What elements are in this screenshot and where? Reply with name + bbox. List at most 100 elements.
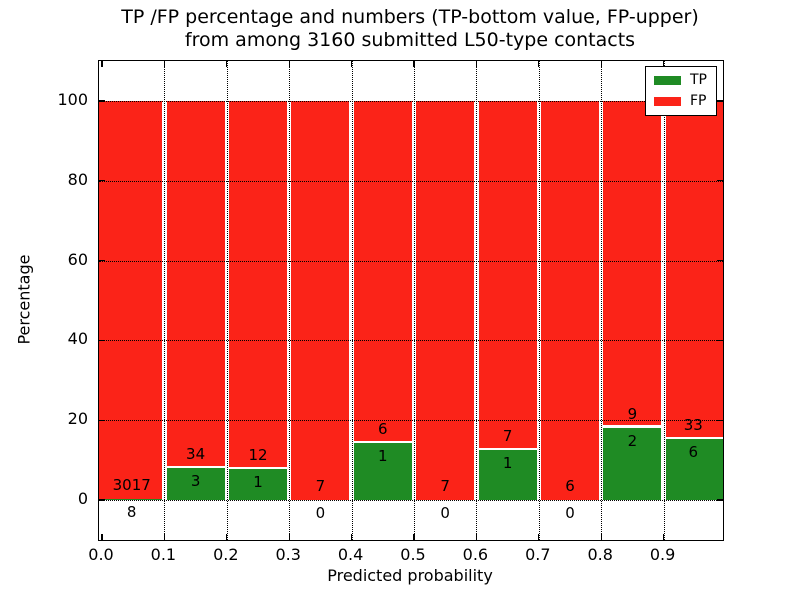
fp-count-label: 34 [186, 444, 206, 463]
tp-bar-segment [603, 427, 662, 501]
tp-count-label: 8 [126, 503, 137, 522]
y-tick-mark [717, 259, 723, 262]
fp-bar-segment [166, 100, 225, 468]
x-tick-label: 0.9 [649, 545, 676, 564]
x-tick-mark [413, 534, 415, 540]
x-gridline [289, 61, 291, 540]
tp-bar-segment [665, 438, 723, 501]
y-tick-mark [717, 339, 723, 342]
x-tick-label: 0.5 [400, 545, 426, 564]
y-axis-label: Percentage [14, 254, 34, 345]
chart-title: TP /FP percentage and numbers (TP-bottom… [98, 6, 722, 52]
y-tick-mark [717, 180, 723, 182]
x-tick-mark [163, 61, 166, 67]
x-tick-mark [475, 534, 478, 540]
legend-entry-tp: TP [654, 73, 707, 87]
fp-count-label: 7 [440, 477, 450, 496]
x-tick-label: 0.6 [462, 545, 489, 564]
x-tick-mark [288, 534, 290, 540]
x-tick-mark [662, 534, 665, 540]
tp-bar-segment [99, 499, 163, 501]
x-gridline [414, 61, 415, 540]
y-gridline [99, 260, 723, 262]
y-gridline [99, 420, 723, 422]
x-tick-mark [662, 61, 665, 67]
x-tick-label: 0.0 [88, 545, 114, 564]
fp-legend-swatch [654, 96, 681, 106]
fp-bar-segment [603, 100, 662, 428]
x-tick-mark [600, 534, 602, 540]
tp-bar-segment [478, 450, 537, 501]
tp-count-label: 0 [315, 504, 326, 523]
x-tick-mark [101, 534, 103, 540]
tp-bar-segment [166, 467, 225, 501]
x-tick-mark [475, 61, 478, 67]
y-gridline [99, 180, 723, 182]
x-tick-mark [226, 534, 228, 540]
fp-bar-segment [99, 100, 163, 500]
y-tick-label: 20 [67, 409, 88, 429]
x-gridline [226, 61, 228, 540]
y-tick-mark [99, 180, 105, 182]
y-tick-mark [717, 499, 723, 501]
tp-count-label: 1 [253, 473, 263, 492]
tp-legend-swatch [654, 75, 681, 85]
chart-title-line-2: from among 3160 submitted L50-type conta… [184, 29, 636, 51]
fp-legend-label: FP [690, 93, 707, 109]
fp-bar-segment [541, 100, 599, 501]
x-tick-label: 0.7 [525, 545, 551, 564]
x-gridline [538, 61, 540, 540]
x-tick-mark [538, 534, 540, 540]
fp-count-label: 33 [683, 415, 703, 434]
tp-count-label: 0 [565, 504, 575, 523]
x-gridline [601, 61, 603, 540]
y-tick-mark [99, 100, 105, 102]
tp-count-label: 1 [378, 447, 388, 466]
x-gridline [663, 61, 665, 540]
fp-count-label: 12 [248, 446, 268, 465]
x-axis-label: Predicted probability [327, 566, 493, 585]
x-tick-mark [163, 534, 166, 540]
x-tick-mark [350, 61, 353, 67]
x-tick-mark [288, 61, 290, 67]
y-tick-mark [99, 499, 105, 501]
fp-bar-segment [665, 100, 723, 439]
x-tick-mark [538, 61, 540, 67]
y-gridline [99, 500, 723, 502]
y-tick-label: 0 [77, 489, 88, 509]
x-tick-label: 0.2 [213, 545, 239, 564]
x-tick-mark [600, 61, 602, 67]
y-tick-mark [99, 339, 105, 342]
tp-bar-segment [353, 443, 412, 501]
x-tick-mark [101, 61, 103, 67]
y-tick-label: 100 [57, 89, 88, 109]
fp-bar-segment [353, 100, 412, 444]
legend-entry-fp: FP [654, 94, 707, 108]
fp-bar-segment [291, 100, 350, 501]
tp-count-label: 6 [688, 442, 699, 461]
tp-count-label: 2 [627, 431, 638, 450]
fp-bar-segment [229, 100, 287, 470]
fp-count-label: 6 [565, 477, 575, 496]
y-tick-mark [99, 419, 105, 421]
x-tick-label: 0.3 [275, 545, 301, 564]
tp-count-label: 3 [190, 471, 201, 490]
plot-area: TP FP 3017 8 34 3 12 1 7 0 6 1 7 0 7 1 6 0 9 2 33 6 [98, 60, 724, 541]
y-gridline [99, 100, 723, 102]
x-tick-label: 0.8 [587, 545, 613, 564]
fp-count-label: 6 [378, 420, 388, 439]
y-gridline [99, 340, 723, 342]
x-tick-mark [350, 534, 353, 540]
y-tick-mark [717, 100, 723, 102]
fp-count-label: 7 [502, 427, 513, 446]
tp-count-label: 0 [440, 504, 450, 523]
y-tick-label: 40 [67, 329, 88, 349]
y-tick-mark [717, 419, 723, 421]
fp-bar-segment [478, 100, 537, 451]
fp-bar-segment [416, 100, 475, 501]
tp-legend-label: TP [690, 72, 707, 88]
x-tick-mark [413, 61, 415, 67]
x-gridline [351, 61, 353, 540]
tp-bar-segment [229, 469, 287, 501]
